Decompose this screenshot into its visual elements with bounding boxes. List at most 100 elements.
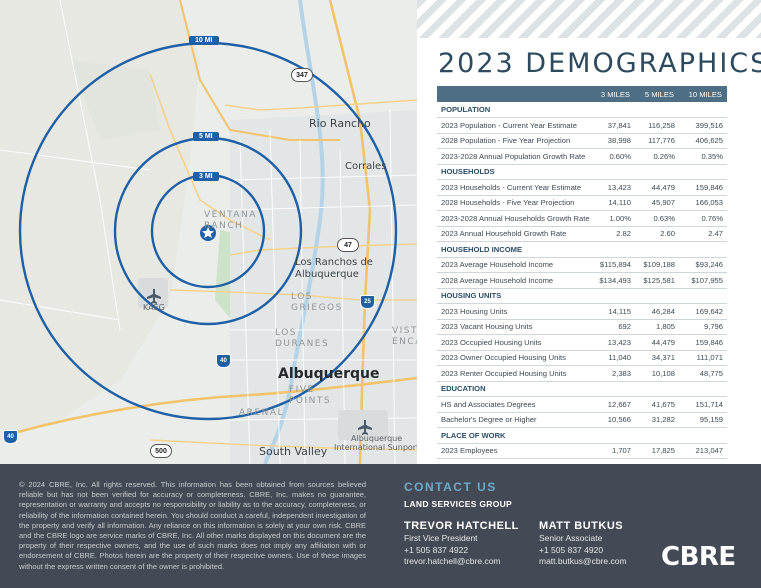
row-value: 10,566: [595, 412, 635, 428]
column-header: 3 MILES: [595, 86, 635, 102]
row-value: 13,423: [595, 334, 635, 351]
place-rio-rancho: Rio Rancho: [309, 117, 371, 130]
row-label: 2023 Vacant Housing Units: [437, 319, 595, 335]
row-label: 2023 Population - Current Year Estimate: [437, 117, 595, 134]
table-row: 2023 Owner Occupied Housing Units 11,040 3…: [437, 350, 727, 366]
table-row: 2023 Occupied Housing Units 13,423 44,479 1…: [437, 334, 727, 351]
row-label: 2023 Owner Occupied Housing Units: [437, 350, 595, 366]
row-label: 2023 Renter Occupied Housing Units: [437, 365, 595, 382]
place-los-ranchos: Los Ranchos de Albuquerque: [295, 257, 373, 280]
row-value: 12,667: [595, 396, 635, 413]
row-value: 11,040: [595, 350, 635, 366]
row-label: 2023 Households - Current Year Estimate: [437, 179, 595, 196]
row-value: 13,423: [595, 179, 635, 196]
section-title: POPULATION: [437, 102, 727, 118]
place-south-valley: South Valley: [259, 445, 328, 458]
row-value: 2.47: [679, 226, 727, 242]
row-value: 692: [595, 319, 635, 335]
row-value: 31,282: [635, 412, 679, 428]
row-value: 0.60%: [595, 148, 635, 165]
row-value: 9,796: [679, 319, 727, 335]
row-value: $134,493: [595, 272, 635, 289]
table-row: 2028 Households - Five Year Projection 14…: [437, 195, 727, 211]
section-header-row: HOUSEHOLD INCOME: [437, 241, 727, 258]
row-label: 2028 Population - Five Year Projection: [437, 133, 595, 149]
contact-heading: CONTACT US: [404, 480, 497, 494]
contact-phone[interactable]: +1 505 837 4922: [404, 544, 469, 555]
column-header: [437, 86, 595, 102]
contact-email[interactable]: matt.butkus@cbre.com: [539, 555, 627, 566]
contact-email[interactable]: trevor.hatchell@cbre.com: [404, 555, 501, 566]
row-value: 48,775: [679, 365, 727, 382]
place-arenal: ARENAL: [239, 408, 284, 418]
table-row: 2028 Population - Five Year Projection 38…: [437, 133, 727, 149]
row-value: 37,841: [595, 117, 635, 134]
contact-card: TREVOR HATCHELL First Vice President +1 …: [404, 520, 519, 567]
table-row: 2023-2028 Annual Households Growth Rate 1…: [437, 210, 727, 227]
footer: © 2024 CBRE, Inc. All rights reserved. T…: [0, 464, 761, 588]
table-row: 2023 Housing Units 14,115 46,284 169,642: [437, 303, 727, 320]
row-value: 10,108: [635, 365, 679, 382]
section-title: HOUSEHOLDS: [437, 164, 727, 180]
row-value: $109,188: [635, 257, 679, 273]
row-value: 1.00%: [595, 210, 635, 227]
row-label: 2023 Average Household Income: [437, 257, 595, 273]
row-value: 166,053: [679, 195, 727, 211]
demographics-table: 3 MILES 5 MILES 10 MILES POPULATION 2023 …: [437, 86, 727, 459]
place-ventana-ranch: VENTANA RANCH: [204, 210, 257, 231]
interstate-shield-25: 25: [360, 295, 375, 309]
row-value: $115,894: [595, 257, 635, 273]
row-value: 116,258: [635, 117, 679, 134]
route-shield-500: 500: [150, 444, 172, 458]
row-value: 41,675: [635, 396, 679, 413]
row-value: 0.76%: [679, 210, 727, 227]
interstate-shield-40: 40: [216, 354, 231, 368]
row-value: 17,825: [635, 443, 679, 459]
row-value: 95,159: [679, 412, 727, 428]
table-row: HS and Associates Degrees 12,667 41,675 151…: [437, 396, 727, 413]
row-value: 151,714: [679, 396, 727, 413]
ring-label-3mi: 3 MI: [193, 172, 219, 181]
place-albuquerque: Albuquerque: [278, 366, 380, 382]
contact-name: MATT BUTKUS: [539, 520, 624, 532]
row-value: 111,071: [679, 350, 727, 366]
table-row: 2023 Population - Current Year Estimate 3…: [437, 117, 727, 134]
row-value: 169,642: [679, 303, 727, 320]
place-vista-encanto: VISTA ENCANT: [392, 326, 417, 347]
interstate-shield-40-west: 40: [3, 430, 18, 444]
row-label: 2028 Households - Five Year Projection: [437, 195, 595, 211]
table-header-row: 3 MILES 5 MILES 10 MILES: [437, 86, 727, 102]
location-map[interactable]: 10 MI 5 MI 3 MI Rio Rancho Corrales VENT…: [0, 0, 417, 464]
table-row: 2023-2028 Annual Population Growth Rate 0…: [437, 148, 727, 165]
row-value: 1,707: [595, 443, 635, 459]
row-value: 14,110: [595, 195, 635, 211]
route-shield-347: 347: [291, 68, 313, 82]
row-value: 0.26%: [635, 148, 679, 165]
airplane-icon-kaeg: [147, 289, 161, 304]
subject-property-star: [200, 225, 216, 241]
group-name: LAND SERVICES GROUP: [404, 499, 513, 509]
row-value: 406,625: [679, 133, 727, 149]
legal-disclaimer: © 2024 CBRE, Inc. All rights reserved. T…: [19, 480, 366, 571]
contact-card: MATT BUTKUS Senior Associate +1 505 837 …: [539, 520, 627, 567]
route-shield-47: 47: [337, 238, 359, 252]
row-value: 159,846: [679, 179, 727, 196]
row-value: 34,371: [635, 350, 679, 366]
row-value: $107,955: [679, 272, 727, 289]
row-value: 117,776: [635, 133, 679, 149]
row-value: $93,246: [679, 257, 727, 273]
page-title: 2023 DEMOGRAPHICS: [438, 48, 761, 79]
row-label: 2023-2028 Annual Households Growth Rate: [437, 210, 595, 227]
section-header-row: HOUSING UNITS: [437, 288, 727, 304]
cbre-logo: CBRE: [661, 542, 736, 572]
airplane-icon-sunport: [358, 420, 372, 435]
column-header: 10 MILES: [679, 86, 727, 102]
row-value: 1,805: [635, 319, 679, 335]
section-header-row: POPULATION: [437, 102, 727, 118]
row-label: 2023-2028 Annual Population Growth Rate: [437, 148, 595, 165]
section-header-row: HOUSEHOLDS: [437, 164, 727, 180]
table-row: 2028 Average Household Income $134,493 $12…: [437, 272, 727, 289]
row-label: 2023 Housing Units: [437, 303, 595, 320]
contact-phone[interactable]: +1 505 837 4920: [539, 544, 604, 555]
place-los-griegos: LOS GRIEGOS: [291, 292, 343, 313]
